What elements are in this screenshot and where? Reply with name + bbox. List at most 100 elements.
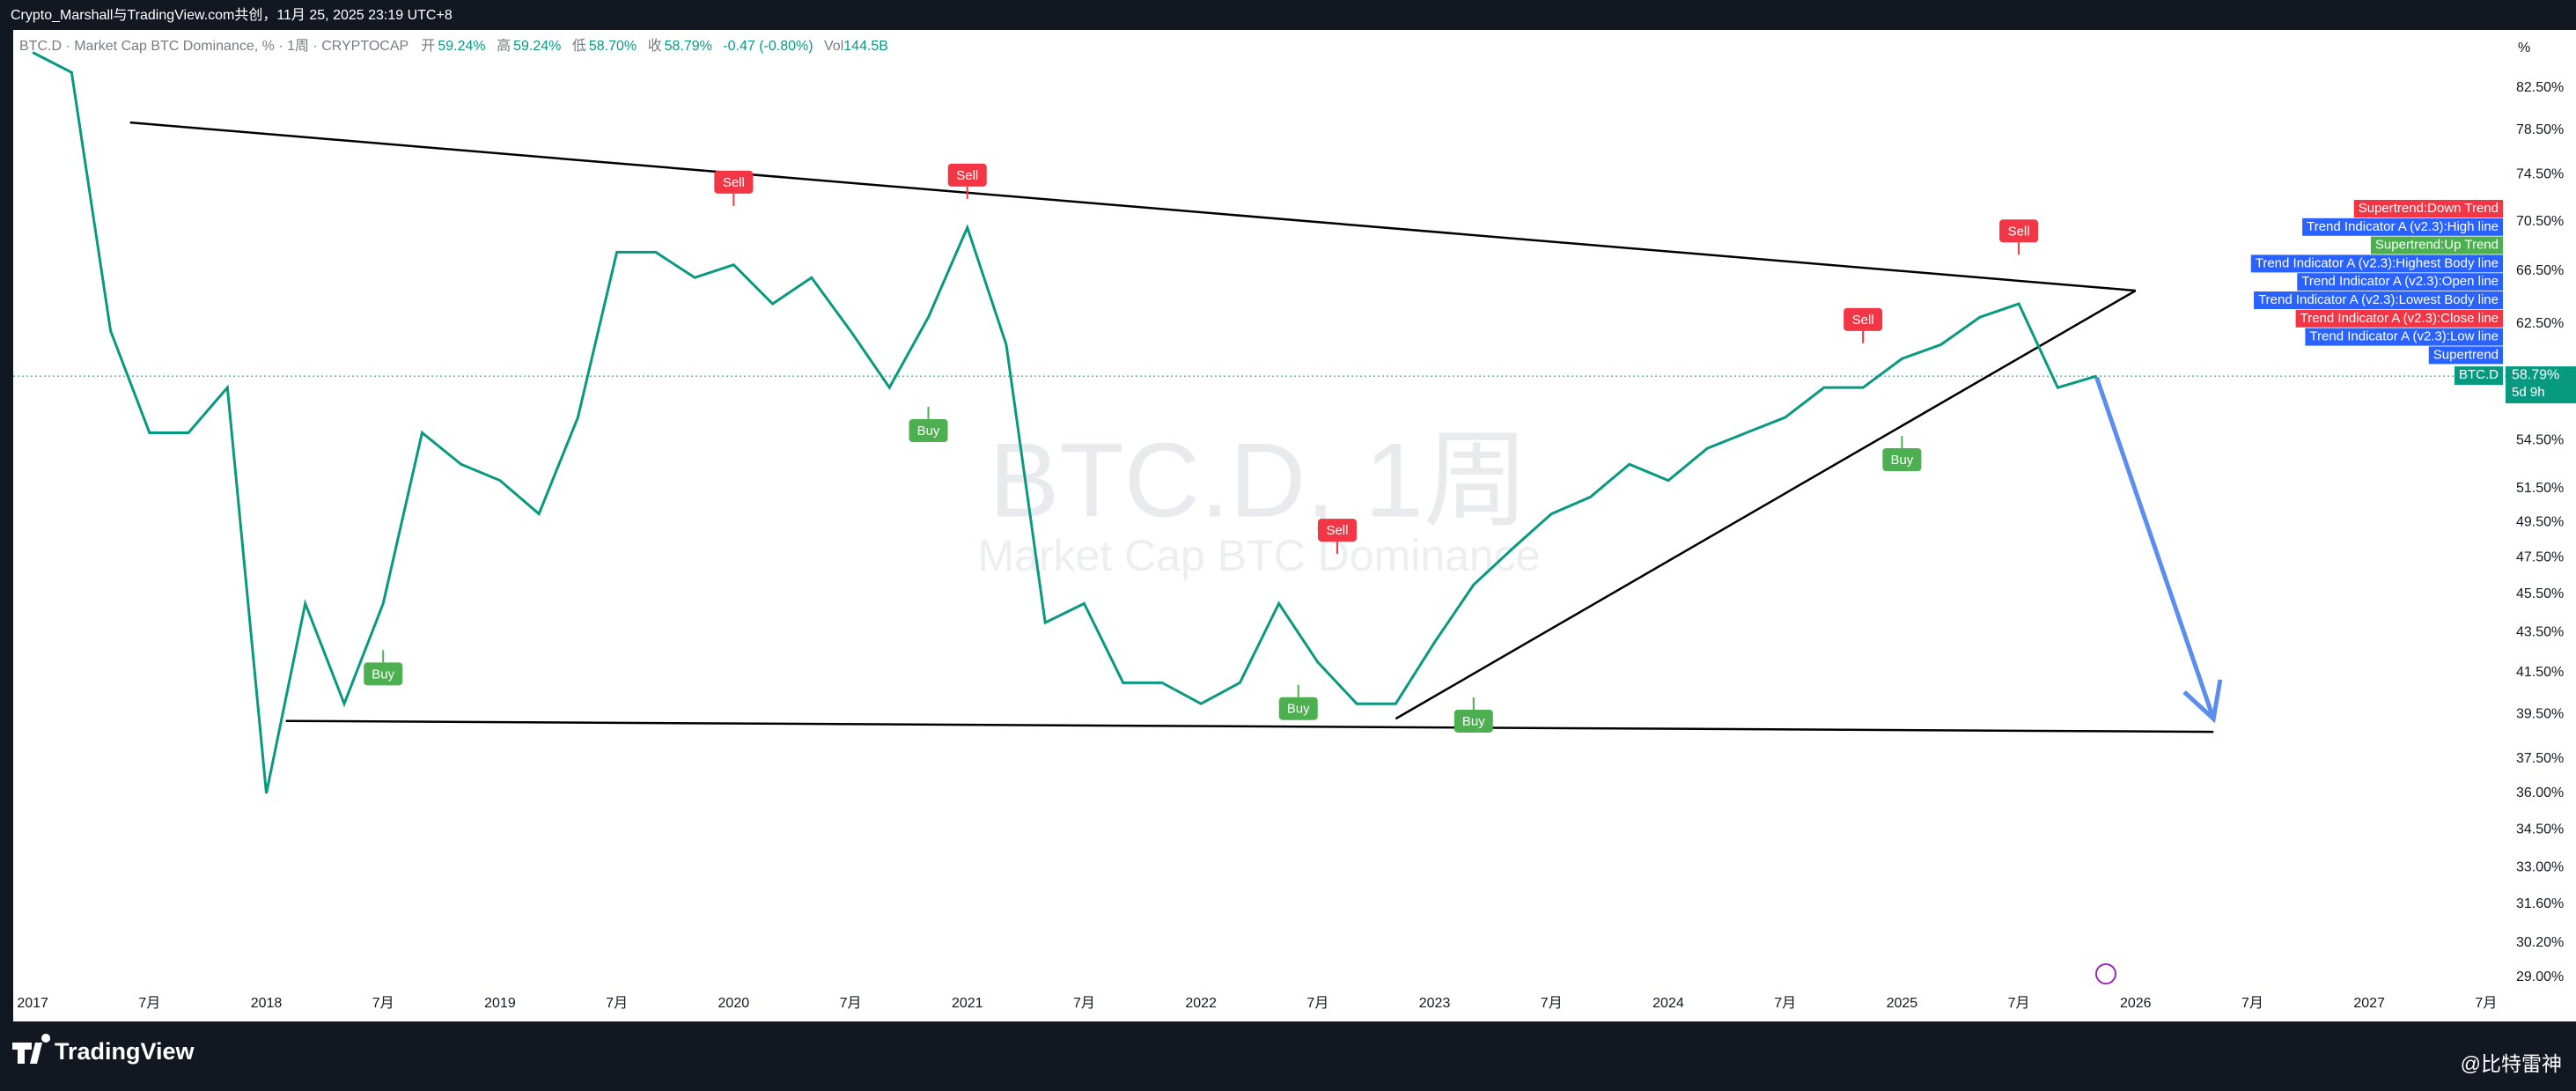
signal-box bbox=[909, 419, 948, 443]
x-tick-label: 7月 bbox=[2475, 996, 2497, 1011]
y-tick-label: 29.00% bbox=[2516, 969, 2564, 984]
x-tick-label: 2019 bbox=[484, 996, 516, 1011]
header: Crypto_Marshall与TradingView.com共创，11月 25… bbox=[11, 7, 453, 23]
y-tick-label: 39.50% bbox=[2516, 707, 2564, 722]
volume-label: Vol bbox=[824, 39, 843, 54]
y-tick-label: 78.50% bbox=[2516, 122, 2564, 137]
signal-label: Sell bbox=[1852, 313, 1874, 328]
price-tag-name: BTC.D bbox=[2459, 367, 2499, 382]
signal-label: Buy bbox=[1890, 453, 1913, 468]
credit: @比特雷神 bbox=[2461, 1052, 2562, 1075]
brand: TradingView bbox=[55, 1038, 195, 1065]
x-tick-label: 7月 bbox=[1541, 996, 1563, 1011]
ohlc-value: 59.24% bbox=[438, 39, 485, 54]
indicator-label-bg bbox=[2250, 254, 2503, 273]
indicator-label: Trend Indicator A (v2.3):High line bbox=[2307, 219, 2499, 234]
x-tick-label: 2020 bbox=[718, 996, 750, 1011]
indicator-label: Trend Indicator A (v2.3):Close line bbox=[2300, 311, 2499, 326]
indicator-label-bg bbox=[2428, 346, 2503, 365]
change: -0.47 (-0.80%) bbox=[723, 39, 813, 54]
y-tick-label: 33.00% bbox=[2516, 859, 2564, 874]
price-tag-bg bbox=[2506, 366, 2576, 404]
signal-box bbox=[947, 163, 987, 187]
signal-box bbox=[1999, 219, 2039, 243]
y-tick-label: 34.50% bbox=[2516, 822, 2564, 837]
signal-box bbox=[1882, 447, 1922, 471]
y-tick-label: 47.50% bbox=[2516, 549, 2564, 564]
y-tick-label: 49.50% bbox=[2516, 514, 2564, 529]
signal-box bbox=[1278, 697, 1318, 720]
x-tick-label: 7月 bbox=[2241, 996, 2263, 1011]
flash-icon bbox=[2095, 963, 2116, 984]
signal-label: Buy bbox=[1287, 702, 1310, 717]
y-tick-label: 43.50% bbox=[2516, 624, 2564, 639]
axis-unit: % bbox=[2518, 41, 2530, 55]
x-tick-label: 2017 bbox=[17, 996, 48, 1011]
signal-label: Sell bbox=[723, 175, 745, 190]
trendline bbox=[285, 719, 2214, 733]
watermark-sub: Market Cap BTC Dominance bbox=[977, 531, 1540, 580]
x-tick-label: 7月 bbox=[138, 996, 160, 1011]
logo bbox=[12, 1034, 51, 1064]
y-tick-label: 62.50% bbox=[2516, 316, 2564, 331]
indicator-label-bg bbox=[2297, 273, 2503, 291]
x-tick-label: 7月 bbox=[840, 996, 862, 1011]
indicator-label: Trend Indicator A (v2.3):Lowest Body lin… bbox=[2258, 292, 2499, 307]
arrow-head bbox=[2182, 679, 2223, 724]
indicator-label: Supertrend:Up Trend bbox=[2375, 238, 2499, 253]
trendline bbox=[129, 121, 2136, 292]
x-tick-label: 2027 bbox=[2353, 996, 2385, 1011]
indicator-label-bg bbox=[2370, 236, 2503, 254]
ohlc-value: 58.79% bbox=[665, 39, 712, 54]
y-tick-label: 82.50% bbox=[2516, 80, 2564, 95]
signal-box bbox=[714, 170, 754, 194]
signal-box bbox=[1454, 709, 1493, 733]
indicator-label: Supertrend bbox=[2433, 347, 2499, 362]
x-tick-label: 2025 bbox=[1887, 996, 1918, 1011]
x-tick-label: 7月 bbox=[1073, 996, 1095, 1011]
y-tick-label: 36.00% bbox=[2516, 785, 2564, 800]
indicator-label: Supertrend:Down Trend bbox=[2359, 201, 2499, 216]
x-tick-label: 2026 bbox=[2120, 996, 2152, 1011]
footer: TradingView @比特雷神 bbox=[12, 1034, 2562, 1075]
signal-label: Buy bbox=[372, 667, 394, 682]
x-tick-label: 7月 bbox=[2008, 996, 2030, 1011]
x-tick-label: 7月 bbox=[606, 996, 628, 1011]
signal-label: Buy bbox=[917, 424, 940, 439]
ohlc-label: 高 bbox=[497, 38, 511, 54]
ohlc-label: 开 bbox=[421, 39, 435, 54]
signal-box bbox=[1317, 519, 1357, 542]
x-tick-label: 7月 bbox=[1774, 996, 1796, 1011]
signal-label: Sell bbox=[2008, 224, 2030, 239]
indicator-label: Trend Indicator A (v2.3):Low line bbox=[2309, 329, 2499, 344]
x-tick-label: 2023 bbox=[1419, 996, 1451, 1011]
y-tick-label: 51.50% bbox=[2516, 481, 2564, 496]
x-tick-label: 7月 bbox=[1306, 996, 1328, 1011]
indicator-label-bg bbox=[2254, 291, 2503, 309]
indicator-label-bg bbox=[2353, 200, 2503, 217]
signal-label: Sell bbox=[956, 168, 978, 183]
signal-box bbox=[1844, 307, 1883, 331]
indicator-label-bg bbox=[2295, 309, 2503, 328]
signal-box bbox=[364, 662, 403, 686]
price-series bbox=[32, 51, 2097, 794]
y-tick-label: 30.20% bbox=[2516, 935, 2564, 950]
x-tick-label: 2021 bbox=[952, 996, 983, 1011]
ohlc-value: 59.24% bbox=[513, 39, 561, 54]
indicator-label: Trend Indicator A (v2.3):Highest Body li… bbox=[2256, 255, 2499, 270]
y-tick-label: 54.50% bbox=[2516, 433, 2564, 448]
price-tag-countdown: 5d 9h bbox=[2512, 385, 2545, 400]
y-tick-label: 31.60% bbox=[2516, 896, 2564, 911]
indicator-label-bg bbox=[2305, 328, 2503, 346]
indicator-label-bg bbox=[2302, 217, 2503, 236]
ohlc-value: 58.70% bbox=[589, 39, 637, 54]
price-tag-value: 58.79% bbox=[2512, 367, 2559, 382]
ohlc-label: 收 bbox=[648, 38, 662, 54]
watermark: BTC.D, 1周 bbox=[989, 422, 1528, 540]
x-tick-label: 7月 bbox=[372, 996, 394, 1011]
x-tick-label: 2018 bbox=[251, 996, 283, 1011]
x-tick-label: 2024 bbox=[1652, 996, 1684, 1011]
trendline bbox=[1395, 289, 2137, 720]
x-tick-label: 2022 bbox=[1185, 996, 1217, 1011]
